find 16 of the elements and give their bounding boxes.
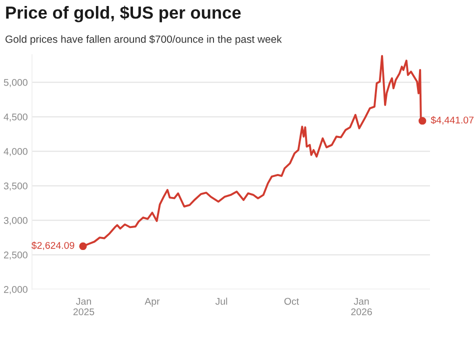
y-tick-label: 4,000 bbox=[4, 148, 28, 156]
x-tick-label: Jan 2025 bbox=[73, 298, 94, 316]
chart-subtitle: Gold prices have fallen around $700/ounce in the past week bbox=[6, 35, 282, 45]
y-tick-label: 5,000 bbox=[4, 79, 28, 88]
y-tick-label: 3,000 bbox=[4, 217, 28, 226]
y-tick-label: 3,500 bbox=[4, 182, 28, 191]
annotation: $4,441.07 bbox=[430, 116, 474, 125]
chart-title: Price of gold, $US per ounce bbox=[6, 6, 241, 22]
y-tick-label: 2,500 bbox=[4, 252, 28, 260]
y-tick-label: 2,000 bbox=[4, 286, 28, 294]
annotation: $2,624.09 bbox=[32, 242, 74, 250]
x-tick-label: Apr bbox=[144, 298, 160, 307]
x-tick-label: Jan 2026 bbox=[351, 298, 372, 316]
y-tick-label: 4,500 bbox=[4, 114, 28, 122]
x-tick-label: Oct bbox=[284, 298, 299, 305]
x-tick-label: Jul bbox=[215, 298, 228, 305]
